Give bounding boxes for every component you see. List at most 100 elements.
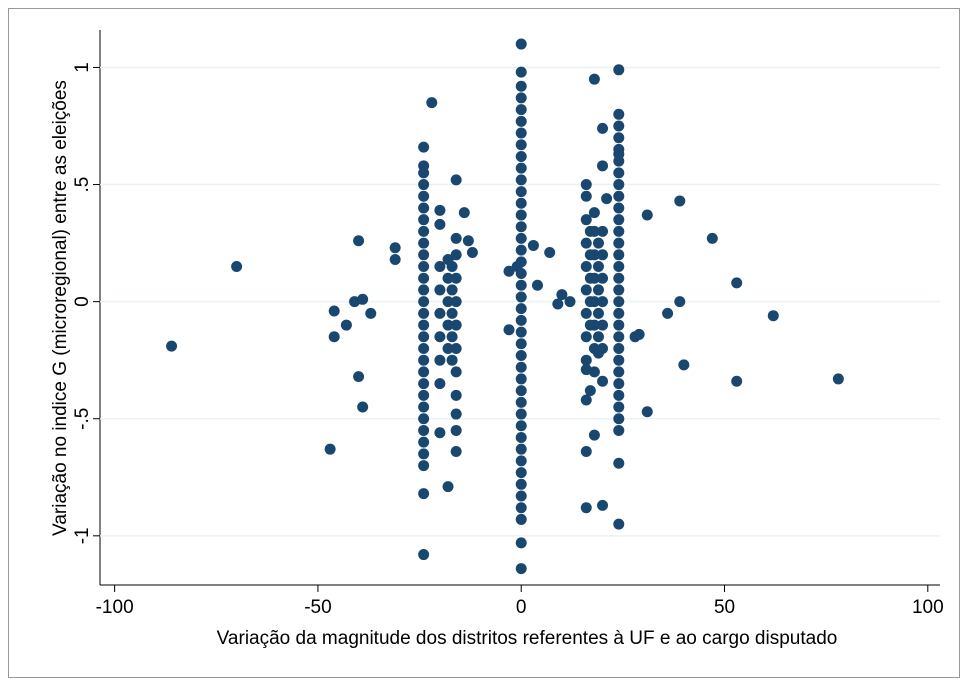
point (588, 296, 600, 308)
point (418, 549, 430, 561)
point (418, 448, 430, 460)
point (580, 190, 592, 202)
point (446, 284, 458, 296)
point (418, 249, 430, 261)
point (450, 424, 462, 436)
point (442, 319, 454, 331)
point (231, 261, 243, 273)
point (389, 242, 401, 254)
point (588, 272, 600, 284)
point (357, 401, 369, 413)
point (597, 122, 609, 134)
point (613, 401, 625, 413)
point (588, 249, 600, 261)
y-tick-label: 0 (72, 296, 93, 307)
point (613, 284, 625, 296)
point (442, 481, 454, 493)
point (418, 272, 430, 284)
point (418, 225, 430, 237)
point (418, 261, 430, 273)
point (613, 132, 625, 144)
point (597, 375, 609, 387)
point (588, 319, 600, 331)
point (515, 104, 527, 116)
point (564, 296, 576, 308)
point (613, 120, 625, 132)
point (678, 359, 690, 371)
point (503, 324, 515, 336)
point (515, 396, 527, 408)
x-tick-label: 100 (912, 597, 944, 618)
point (613, 457, 625, 469)
point (674, 296, 686, 308)
point (418, 342, 430, 354)
point (340, 319, 352, 331)
point (580, 364, 592, 376)
point (450, 174, 462, 186)
x-tick-label: -50 (304, 597, 331, 618)
point (613, 214, 625, 226)
point (418, 436, 430, 448)
x-axis-title: Variação da magnitude dos distritos refe… (217, 628, 838, 649)
point (418, 319, 430, 331)
point (515, 162, 527, 174)
point (434, 218, 446, 230)
point (515, 291, 527, 303)
point (515, 174, 527, 186)
point (434, 261, 446, 273)
point (580, 446, 592, 458)
point (450, 232, 462, 244)
point (597, 296, 609, 308)
point (613, 237, 625, 249)
point (515, 314, 527, 326)
point (515, 490, 527, 502)
point (418, 296, 430, 308)
point (446, 261, 458, 273)
point (662, 307, 674, 319)
point (515, 80, 527, 92)
point (462, 235, 474, 247)
point (515, 537, 527, 549)
point (418, 389, 430, 401)
point (580, 307, 592, 319)
point (588, 73, 600, 85)
point (613, 378, 625, 390)
point (515, 303, 527, 315)
point (674, 195, 686, 207)
point (613, 331, 625, 343)
point (418, 179, 430, 191)
point (580, 261, 592, 273)
point (580, 331, 592, 343)
point (450, 342, 462, 354)
point (446, 307, 458, 319)
x-tick-label: 50 (714, 597, 735, 618)
point (613, 64, 625, 76)
frame (8, 8, 960, 678)
point (531, 279, 543, 291)
point (515, 38, 527, 50)
point (641, 406, 653, 418)
point (832, 373, 844, 385)
point (515, 221, 527, 233)
point (515, 66, 527, 78)
y-axis-title: Variação no indice G (microregional) ent… (50, 80, 71, 536)
point (418, 141, 430, 153)
point (613, 296, 625, 308)
point (166, 340, 178, 352)
point (580, 179, 592, 191)
point (597, 319, 609, 331)
point (597, 160, 609, 172)
point (418, 237, 430, 249)
point (515, 350, 527, 362)
point (442, 296, 454, 308)
point (418, 307, 430, 319)
point (613, 190, 625, 202)
point (442, 342, 454, 354)
point (450, 272, 462, 284)
point (580, 214, 592, 226)
point (613, 424, 625, 436)
point (515, 139, 527, 151)
point (515, 502, 527, 514)
point (767, 310, 779, 322)
